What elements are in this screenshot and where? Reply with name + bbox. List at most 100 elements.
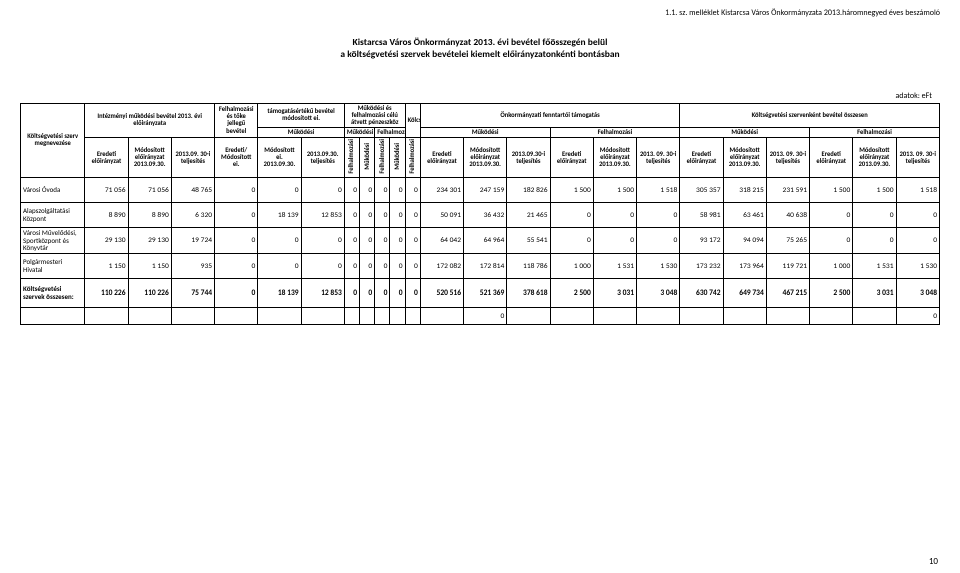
blank-label <box>21 308 85 325</box>
cell: 75 265 <box>766 228 809 254</box>
cell: 0 <box>360 228 375 254</box>
th-c13: Módosított előirányzat 2013.09.30. <box>464 138 507 178</box>
th-c9: Felhalmozási <box>375 138 390 178</box>
cell: 0 <box>215 203 258 228</box>
th-c6: 2013.09.30. teljesítés <box>301 138 344 178</box>
th-c4: Eredeti/ Módosított ei. <box>215 138 258 178</box>
cell: 1 500 <box>550 178 593 203</box>
totals-c1: 110 226 <box>128 279 171 308</box>
cell: 0 <box>344 178 359 203</box>
header-row-3: Eredeti előirányzat Módosított előirányz… <box>21 138 940 178</box>
table-row: Városi Óvoda71 05671 05648 7650000000023… <box>21 178 940 203</box>
cell: 0 <box>390 254 405 279</box>
title-line-1: Kistarcsa Város Önkormányzat 2013. évi b… <box>20 36 940 48</box>
blank-right: 0 <box>896 308 939 325</box>
totals-c20: 2 500 <box>810 279 853 308</box>
cell: 0 <box>375 254 390 279</box>
cell: 172 814 <box>464 254 507 279</box>
th-szervenkent: Költségvetési szervenként bevétel összes… <box>680 103 940 127</box>
cell: 71 056 <box>85 178 128 203</box>
cell: 0 <box>301 254 344 279</box>
th-c19: Módosított előirányzat 2013.09.30. <box>723 138 766 178</box>
th-c11: Felhalmozási <box>405 138 420 178</box>
budget-table: Költségvetési szerv megnevezése Intézmén… <box>20 103 940 325</box>
cell: 0 <box>375 178 390 203</box>
cell: 18 139 <box>258 203 301 228</box>
table-row: Polgármesteri Hivatal1 1501 150935000000… <box>21 254 940 279</box>
cell: 0 <box>390 203 405 228</box>
cell: 0 <box>853 203 896 228</box>
th-c1: Eredeti előirányzat <box>85 138 128 178</box>
cell: 1 530 <box>637 254 680 279</box>
cell: 0 <box>301 228 344 254</box>
cell: 1 500 <box>593 178 636 203</box>
cell: 318 215 <box>723 178 766 203</box>
totals-row: Költségvetési szervek összesen: 110 226 … <box>21 279 940 308</box>
totals-c14: 2 500 <box>550 279 593 308</box>
th-c23: 2013. 09. 30-i teljesítés <box>896 138 939 178</box>
cell: 182 826 <box>507 178 550 203</box>
cell: 0 <box>215 254 258 279</box>
cell: 1 000 <box>810 254 853 279</box>
totals-c11: 520 516 <box>420 279 463 308</box>
totals-label: Költségvetési szervek összesen: <box>21 279 85 308</box>
cell: 0 <box>593 228 636 254</box>
cell: 1 500 <box>810 178 853 203</box>
cell: 0 <box>258 254 301 279</box>
cell: 55 541 <box>507 228 550 254</box>
th-intezmeny: Intézményi működési bevétel 2013. évi el… <box>85 103 215 138</box>
vlabel-muk-1: Működési <box>364 143 371 170</box>
cell: 173 964 <box>723 254 766 279</box>
th-onkorm-muk: Működési <box>420 128 550 138</box>
cell: 50 091 <box>420 203 463 228</box>
th-c16: Módosított előirányzat 2013.09.30. <box>593 138 636 178</box>
cell: 1 150 <box>85 254 128 279</box>
th-c3: 2013.09. 30-i teljesítés <box>171 138 214 178</box>
th-c8: Működési <box>360 138 375 178</box>
cell: 0 <box>390 178 405 203</box>
cell: 0 <box>405 178 420 203</box>
cell: 0 <box>215 178 258 203</box>
th-penz-muk: Működési <box>344 128 374 138</box>
cell: 1 531 <box>853 254 896 279</box>
table-row: Városi Művelődési, Sportközpont és Könyv… <box>21 228 940 254</box>
cell: 6 320 <box>171 203 214 228</box>
row-label: Polgármesteri Hivatal <box>21 254 85 279</box>
title-line-2: a költségvetési szervek bevételei kiemel… <box>20 48 940 60</box>
totals-c6: 0 <box>344 279 359 308</box>
th-szerv-muk: Működési <box>680 128 810 138</box>
th-kolcson: Kölcsön <box>405 103 420 138</box>
cell: 21 465 <box>507 203 550 228</box>
totals-c8: 0 <box>375 279 390 308</box>
cell: 0 <box>360 203 375 228</box>
cell: 0 <box>405 228 420 254</box>
th-tamog-muk: Működési <box>258 128 345 138</box>
header-row-1: Költségvetési szerv megnevezése Intézmén… <box>21 103 940 127</box>
th-penz-felh: Felhalmozási <box>375 128 405 138</box>
cell: 0 <box>896 228 939 254</box>
cell: 0 <box>215 228 258 254</box>
cell: 12 853 <box>301 203 344 228</box>
totals-c9: 0 <box>390 279 405 308</box>
th-onkorm-felh: Felhalmozási <box>550 128 680 138</box>
cell: 231 591 <box>766 178 809 203</box>
totals-c22: 3 048 <box>896 279 939 308</box>
blank-row: 0 0 <box>21 308 940 325</box>
cell: 173 232 <box>680 254 723 279</box>
th-tamog: támogatásértékű bevétel módosított ei. <box>258 103 345 127</box>
top-note: 1.1. sz. melléklet Kistarcsa Város Önkor… <box>20 8 940 18</box>
cell: 71 056 <box>128 178 171 203</box>
totals-c5: 12 853 <box>301 279 344 308</box>
cell: 93 172 <box>680 228 723 254</box>
cell: 0 <box>550 228 593 254</box>
totals-c21: 3 031 <box>853 279 896 308</box>
totals-c3: 0 <box>215 279 258 308</box>
blank-left: 0 <box>464 308 507 325</box>
cell: 0 <box>896 203 939 228</box>
cell: 94 094 <box>723 228 766 254</box>
th-felhalm: Felhalmozási és tőke jellegű bevétel <box>215 103 258 138</box>
th-c18: Eredeti előirányzat <box>680 138 723 178</box>
cell: 1 530 <box>896 254 939 279</box>
cell: 36 432 <box>464 203 507 228</box>
cell: 0 <box>637 228 680 254</box>
